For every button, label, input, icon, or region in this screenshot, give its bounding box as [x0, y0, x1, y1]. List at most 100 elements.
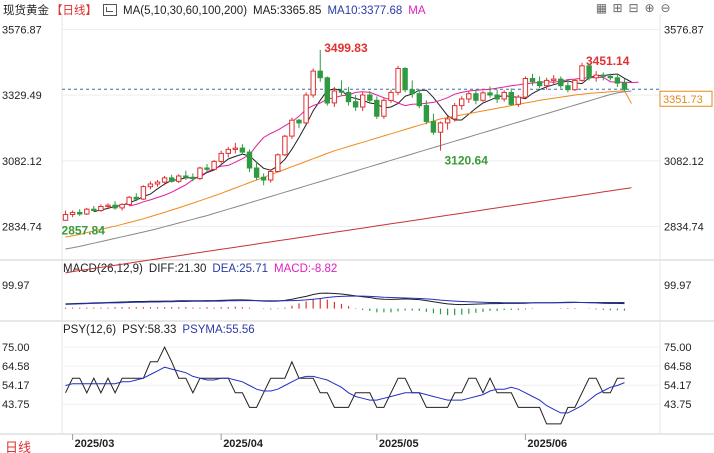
candle-body — [289, 119, 295, 137]
ma-more: MA — [408, 5, 426, 17]
psy-label: PSY(12,6) — [63, 324, 117, 336]
candle-body — [218, 152, 224, 162]
macd-axis-tick-right: 99.97 — [664, 280, 692, 292]
last-price-tag-text: 3351.73 — [663, 94, 703, 106]
zoom-in-icon[interactable]: ⊕ — [644, 1, 655, 15]
candle-body — [246, 151, 253, 169]
candle-body — [565, 85, 571, 91]
candle-body — [600, 74, 606, 77]
candle-body — [593, 74, 599, 79]
candle-body — [324, 77, 331, 104]
candle-body — [268, 171, 274, 181]
candle-body — [614, 77, 621, 84]
price-axis-tick-left: 3576.87 — [2, 24, 42, 36]
price-annotation: 3120.64 — [445, 154, 489, 168]
psy-line-psyma — [65, 366, 625, 414]
macd-diff: DIFF:21.30 — [148, 263, 207, 275]
candle-body — [253, 167, 260, 178]
candle-body — [147, 183, 154, 188]
candle-body — [558, 78, 564, 87]
candle-body — [176, 175, 182, 182]
candle-body — [473, 93, 479, 101]
ma10-value: MA10:3377.68 — [327, 5, 403, 17]
psy-value: PSY:58.33 — [122, 324, 177, 336]
candle-body — [480, 92, 486, 101]
crosshair-icon[interactable]: ⊞ — [612, 1, 623, 15]
macd-label: MACD(26,12,9) — [63, 263, 143, 275]
ma5-value: MA5:3365.85 — [253, 5, 322, 17]
zoom-out-icon[interactable]: ⊖ — [660, 1, 671, 15]
candle-body — [416, 93, 423, 107]
candle-body — [197, 167, 203, 180]
candle-body — [352, 101, 359, 108]
candle-body — [105, 204, 111, 207]
psy-axis-tick-left: 54.17 — [2, 380, 30, 392]
candle-body — [494, 94, 500, 100]
candle-body — [310, 70, 316, 96]
main-legend: 现货黄金 【日线】 MA(5,10,30,60,100,200) MA5:3365.8… — [3, 2, 432, 18]
candle-body — [260, 176, 267, 181]
candle-body — [69, 211, 76, 215]
psy-axis-tick-left: 43.75 — [2, 399, 30, 411]
candle-body — [317, 70, 323, 79]
ma-params: MA(5,10,30,60,100,200) — [123, 5, 248, 17]
candle-body — [444, 118, 451, 124]
psy-axis-tick-left: 64.58 — [2, 361, 30, 373]
instrument-title: 现货黄金 — [3, 5, 49, 17]
candle-body — [338, 90, 345, 93]
candle-body — [211, 160, 217, 170]
candle-body — [126, 196, 132, 206]
candle-body — [487, 92, 493, 96]
price-axis-tick-right: 3082.12 — [664, 156, 704, 168]
psy-axis-tick-right: 64.58 — [664, 361, 692, 373]
candle-body — [508, 91, 515, 105]
candle-body — [296, 119, 302, 124]
candle-body — [98, 206, 104, 211]
candle-body — [402, 68, 408, 91]
candle-body — [459, 98, 465, 107]
price-annotation: 3499.83 — [324, 41, 368, 55]
x-axis-label: 2025/04 — [223, 438, 264, 450]
candle-body — [232, 147, 239, 150]
macd-line-dea — [65, 295, 625, 305]
price-annotation: 2857.84 — [62, 223, 106, 237]
candle-body — [239, 147, 246, 153]
price-axis-tick-right: 3576.87 — [664, 24, 704, 36]
candle-body — [374, 99, 380, 117]
candle-body — [190, 176, 196, 180]
layout-icon[interactable]: ⊟ — [628, 1, 639, 15]
candle-body — [112, 204, 118, 209]
candle-body — [140, 186, 147, 200]
candle-body — [551, 78, 557, 81]
psy-legend: PSY(12,6) PSY:58.33 PSYMA:55.56 — [63, 324, 261, 336]
x-axis-label: 2025/03 — [75, 438, 115, 450]
x-axis-label: 2025/05 — [379, 438, 419, 450]
ma-line-ma30 — [65, 90, 632, 238]
psyma-value: PSYMA:55.56 — [182, 324, 255, 336]
candle-body — [621, 82, 628, 90]
x-axis-label: 2025/06 — [527, 438, 567, 450]
candle-body — [204, 167, 210, 170]
candle-body — [586, 65, 592, 79]
candle-body — [119, 203, 125, 209]
candle-body — [282, 135, 288, 156]
candle-body — [572, 79, 578, 91]
candle-body — [183, 175, 189, 178]
indicator-settings-icon[interactable] — [103, 3, 117, 16]
candle-body — [381, 99, 387, 117]
ma-line-ma200 — [65, 187, 632, 274]
candle-body — [91, 208, 97, 211]
candle-body — [423, 105, 430, 122]
candle-body — [345, 91, 352, 103]
price-axis-tick-left: 3329.49 — [2, 90, 42, 102]
price-axis-tick-left: 3082.12 — [2, 156, 42, 168]
grid-icon[interactable]: ▦ — [595, 1, 608, 15]
candle-body — [161, 177, 168, 183]
psy-axis-tick-right: 54.17 — [664, 380, 692, 392]
candle-body — [388, 91, 394, 101]
candle-body — [154, 181, 161, 185]
candle-body — [303, 94, 309, 124]
psy-axis-tick-left: 75.00 — [2, 342, 30, 354]
candle-body — [437, 122, 444, 133]
period-selector[interactable]: 日线 — [5, 440, 32, 453]
